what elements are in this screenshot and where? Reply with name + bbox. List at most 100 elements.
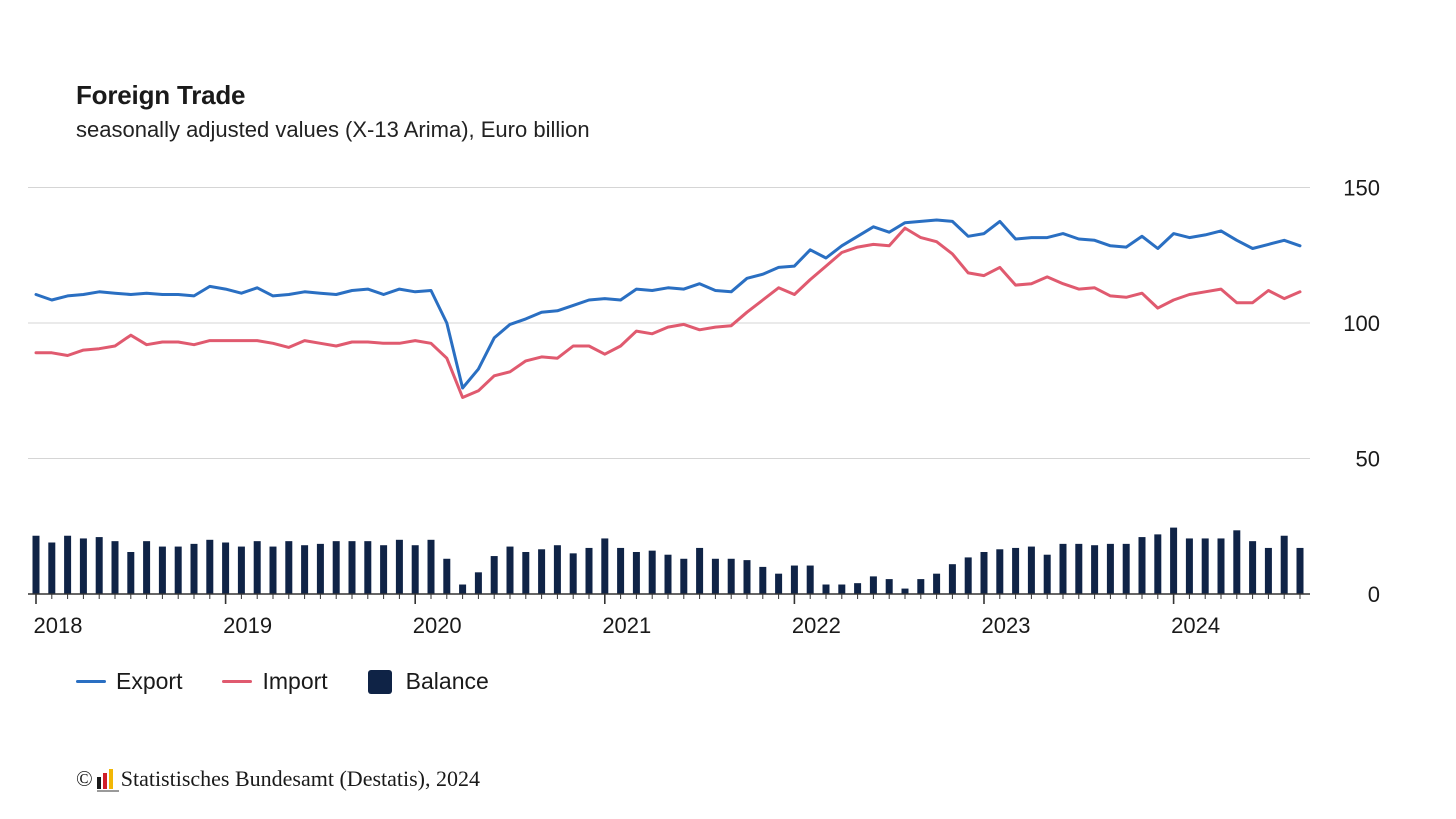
balance-bar: [380, 545, 388, 594]
balance-bar: [743, 560, 751, 594]
y-tick-label: 0: [1368, 582, 1380, 607]
balance-bar: [127, 551, 135, 594]
balance-bar: [1249, 541, 1257, 594]
balance-bar: [79, 538, 87, 594]
balance-bar: [569, 553, 577, 594]
balance-bar: [490, 556, 498, 594]
x-tick-label: 2020: [413, 613, 462, 638]
balance-bar: [1280, 535, 1288, 594]
source-credit: © Statistisches Bundesamt (Destatis), 20…: [76, 766, 480, 792]
destatis-logo-icon: [96, 769, 119, 792]
balance-bar: [648, 550, 656, 594]
balance-bar: [269, 546, 277, 594]
legend-item-balance[interactable]: Balance: [367, 668, 489, 695]
balance-bars: [32, 527, 1304, 594]
balance-bar: [1012, 547, 1020, 594]
balance-bar: [964, 557, 972, 594]
x-tick-label: 2018: [34, 613, 83, 638]
balance-bar: [253, 541, 261, 594]
gridlines: [28, 187, 1310, 459]
balance-bar: [1264, 547, 1272, 594]
balance-bar: [680, 558, 688, 594]
balance-bar: [1059, 543, 1067, 594]
x-tick-label: 2022: [792, 613, 841, 638]
x-tick-label: 2023: [982, 613, 1031, 638]
balance-bar: [237, 546, 245, 594]
balance-bar: [427, 539, 435, 594]
balance-bar: [869, 576, 877, 594]
balance-bar: [790, 565, 798, 594]
balance-bar: [759, 566, 767, 594]
copyright-symbol: ©: [76, 766, 93, 791]
balance-bar: [332, 541, 340, 594]
x-axis: [28, 593, 1310, 604]
balance-bar: [143, 541, 151, 594]
balance-bar: [1138, 537, 1146, 594]
export-line-swatch: [76, 680, 106, 683]
legend-item-export[interactable]: Export: [76, 668, 182, 695]
balance-bar: [1296, 547, 1304, 594]
legend-label-import: Import: [262, 668, 328, 694]
balance-bar: [64, 535, 72, 594]
balance-bar: [506, 546, 514, 594]
chart-subtitle: seasonally adjusted values (X-13 Arima),…: [76, 117, 590, 142]
balance-bar: [1201, 538, 1209, 594]
balance-bar: [664, 554, 672, 594]
balance-bar: [553, 545, 561, 594]
x-tick-label: 2024: [1171, 613, 1220, 638]
trade-lines: [34, 218, 1302, 399]
balance-bar: [316, 543, 324, 594]
balance-bar: [522, 551, 530, 594]
balance-bar: [948, 564, 956, 594]
balance-bar: [206, 539, 214, 594]
balance-bar: [601, 538, 609, 594]
balance-bar: [538, 549, 546, 594]
balance-bar: [111, 541, 119, 594]
balance-bar: [901, 588, 909, 594]
balance-bar: [980, 551, 988, 594]
balance-bar: [348, 541, 356, 594]
balance-bar: [364, 541, 372, 594]
balance-bar: [32, 535, 40, 594]
balance-bar: [1122, 543, 1130, 594]
export-line: [34, 218, 1302, 390]
legend-item-import[interactable]: Import: [222, 668, 328, 695]
y-tick-label: 150: [1343, 176, 1380, 201]
balance-bar: [711, 558, 719, 594]
balance-bar: [1091, 545, 1099, 594]
balance-bar: [1075, 543, 1083, 594]
balance-bar: [775, 573, 783, 594]
balance-bar: [933, 573, 941, 594]
balance-bar: [1154, 534, 1162, 594]
legend: Export Import Balance: [76, 668, 529, 695]
balance-bar: [1027, 546, 1035, 594]
balance-bar: [696, 547, 704, 594]
balance-bar: [585, 547, 593, 594]
balance-bar: [917, 579, 925, 594]
balance-bar: [443, 558, 451, 594]
balance-bar: [885, 579, 893, 594]
balance-bar: [285, 541, 293, 594]
balance-bar: [411, 545, 419, 594]
legend-label-balance: Balance: [405, 668, 489, 694]
balance-bar: [48, 542, 56, 594]
balance-bar: [1217, 538, 1225, 594]
balance-bar: [838, 584, 846, 594]
balance-bar: [854, 583, 862, 594]
y-tick-label: 100: [1343, 311, 1380, 336]
balance-bar: [1106, 543, 1114, 594]
balance-bar: [395, 539, 403, 594]
balance-bar: [632, 551, 640, 594]
x-tick-label: 2021: [602, 613, 651, 638]
balance-bar: [158, 546, 166, 594]
balance-bar: [727, 558, 735, 594]
chart-title: Foreign Trade: [76, 80, 246, 110]
import-line-swatch: [222, 680, 253, 683]
balance-bar: [222, 542, 230, 594]
balance-bar: [996, 549, 1004, 594]
balance-bar: [822, 584, 830, 594]
x-axis-ticks: 2018 2019 2020 2021 2022 2023 2024: [34, 613, 1221, 638]
balance-bar: [174, 546, 182, 594]
balance-bar: [474, 572, 482, 594]
